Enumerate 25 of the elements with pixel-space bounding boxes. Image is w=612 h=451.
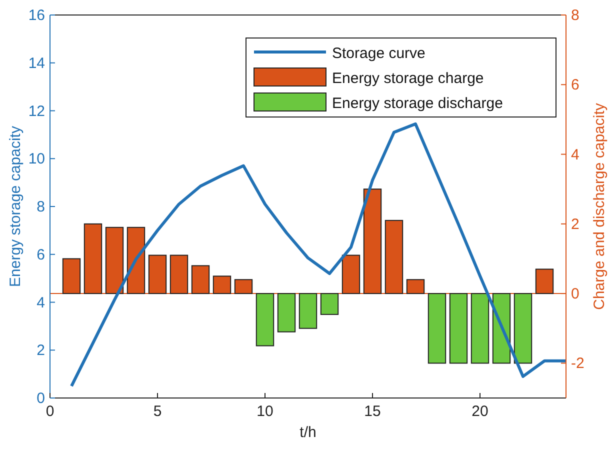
y2-tick-label: -2 [571, 355, 584, 372]
y2-tick-label: 4 [571, 146, 580, 164]
y-tick-label: 8 [36, 198, 45, 216]
y-tick-label: 2 [36, 342, 45, 360]
y2-tick-label: 0 [571, 286, 580, 303]
y-tick-label: 0 [36, 390, 45, 407]
y2-tick-label: 2 [571, 216, 580, 233]
legend-label: Storage curve [332, 45, 426, 62]
y-tick-label: 16 [28, 7, 45, 24]
x-tick-label: 5 [153, 403, 162, 420]
y-tick-label: 12 [28, 102, 45, 120]
x-tick-label: 15 [364, 403, 381, 420]
y2-axis-title: Charge and discharge capacity [591, 102, 608, 310]
y-tick-label: 10 [28, 150, 45, 168]
y-tick-label: 4 [36, 294, 45, 312]
y-tick-label: 14 [28, 54, 45, 72]
y2-tick-label: 8 [571, 7, 580, 24]
y2-tick-label: 6 [571, 76, 580, 94]
x-tick-label: 20 [472, 403, 488, 420]
legend-label: Energy storage discharge [332, 95, 503, 112]
y-tick-label: 6 [36, 246, 45, 264]
x-tick-label: 10 [256, 403, 274, 420]
legend-label: Energy storage charge [332, 70, 484, 87]
x-axis-title: t/h [300, 424, 316, 441]
y-axis-title: Energy storage capacity [7, 126, 24, 287]
